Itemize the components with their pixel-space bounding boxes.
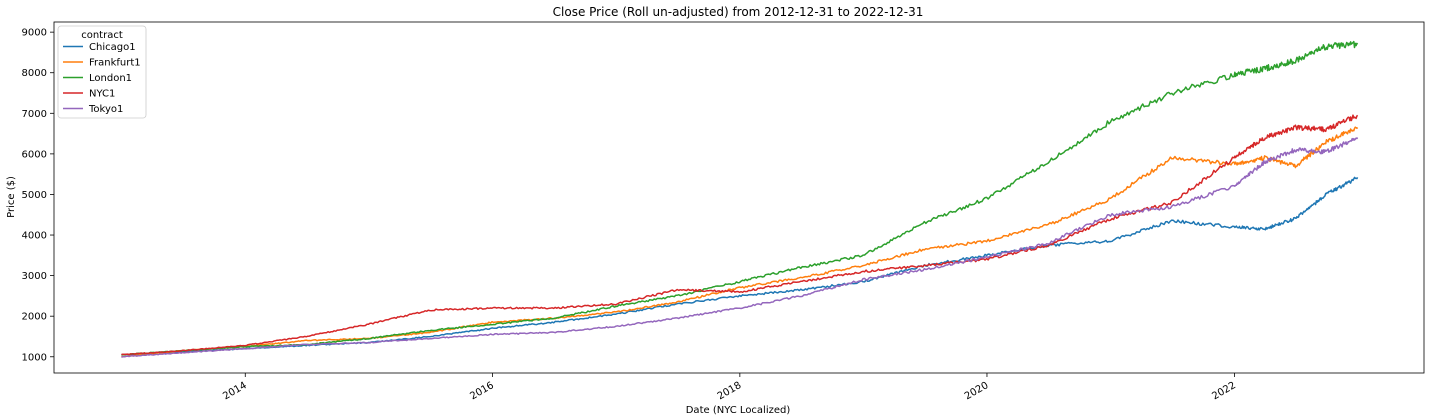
legend-label-london1: London1 [89,73,132,84]
y-tick-label: 6000 [22,149,47,160]
y-tick-label: 2000 [22,312,47,323]
legend-label-tokyo1: Tokyo1 [88,104,123,115]
series-line-frankfurt1 [121,126,1359,358]
series-line-chicago1 [121,176,1359,356]
legend-title: contract [81,30,123,41]
x-tick-label: 2016 [468,380,496,402]
y-tick-label: 7000 [22,109,47,120]
y-tick-label: 3000 [22,271,47,282]
x-axis-label: Date (NYC Localized) [686,405,791,416]
x-tick-label: 2014 [221,380,249,402]
y-tick-label: 9000 [22,28,47,39]
x-tick-label: 2020 [963,380,991,402]
series-line-london1 [121,40,1359,356]
legend-label-chicago1: Chicago1 [89,42,136,53]
legend-label-frankfurt1: Frankfurt1 [89,58,141,69]
legend-label-nyc1: NYC1 [89,89,115,100]
chart-title: Close Price (Roll un-adjusted) from 2012… [553,5,924,19]
y-tick-label: 5000 [22,190,47,201]
plot-area: 1000 2000 3000 4000 5000 6000 7000 8000 9000 2014… [22,21,1425,402]
x-tick-label: 2022 [1210,380,1238,402]
legend-box [57,25,147,119]
y-tick-label: 1000 [22,352,47,363]
series-line-nyc1 [121,114,1359,356]
x-tick-label: 2018 [716,380,744,402]
y-tick-label: 4000 [22,231,47,242]
series-line-tokyo1 [121,137,1359,358]
y-tick-label: 8000 [22,68,47,79]
y-axis-label: Price ($) [6,176,17,218]
axes-frame [53,21,1425,374]
